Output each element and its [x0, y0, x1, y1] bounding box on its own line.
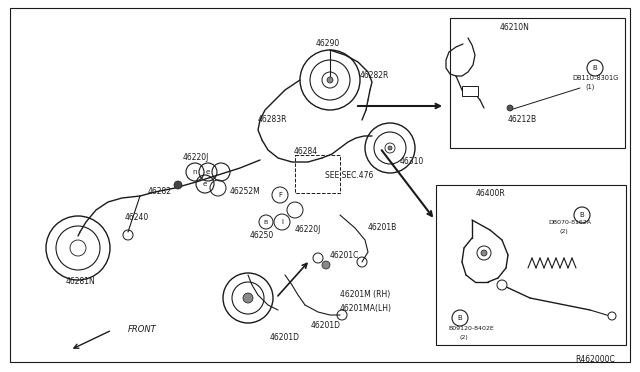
- Text: 46201M (RH): 46201M (RH): [340, 291, 390, 299]
- Bar: [295, 155, 340, 193]
- Text: I: I: [281, 219, 283, 225]
- Text: e: e: [203, 181, 207, 187]
- Text: R462000C: R462000C: [575, 356, 615, 365]
- Text: B: B: [593, 65, 597, 71]
- Text: SEE SEC.476: SEE SEC.476: [325, 170, 373, 180]
- Text: B: B: [458, 315, 462, 321]
- Text: B09120-8402E: B09120-8402E: [448, 326, 493, 330]
- Text: 46201B: 46201B: [368, 224, 397, 232]
- Text: (2): (2): [460, 334, 468, 340]
- Text: 46310: 46310: [400, 157, 424, 167]
- Circle shape: [574, 207, 590, 223]
- Text: FRONT: FRONT: [128, 326, 157, 334]
- Text: DB070-8162A: DB070-8162A: [548, 221, 591, 225]
- Text: DB110-8301G: DB110-8301G: [572, 75, 618, 81]
- Text: 46212B: 46212B: [508, 115, 537, 125]
- Circle shape: [243, 293, 253, 303]
- Circle shape: [608, 312, 616, 320]
- Text: 46290: 46290: [316, 38, 340, 48]
- Text: B: B: [580, 212, 584, 218]
- Circle shape: [587, 60, 603, 76]
- Text: e: e: [206, 169, 210, 175]
- Text: 46210N: 46210N: [500, 22, 530, 32]
- Text: F: F: [278, 192, 282, 198]
- Text: 46220J: 46220J: [183, 153, 209, 161]
- Text: 46252M: 46252M: [230, 187, 260, 196]
- Text: (1): (1): [585, 84, 595, 90]
- Circle shape: [507, 105, 513, 111]
- Text: 46220J: 46220J: [295, 225, 321, 234]
- Text: 46201C: 46201C: [330, 250, 360, 260]
- Text: 46284: 46284: [294, 148, 318, 157]
- Bar: [450, 18, 625, 148]
- Circle shape: [174, 181, 182, 189]
- Circle shape: [327, 77, 333, 83]
- Text: 46240: 46240: [125, 214, 149, 222]
- Circle shape: [388, 146, 392, 150]
- Text: 46282R: 46282R: [360, 71, 389, 80]
- Text: 46281N: 46281N: [65, 278, 95, 286]
- Text: 46250: 46250: [250, 231, 275, 240]
- Text: 46201MA(LH): 46201MA(LH): [340, 304, 392, 312]
- Text: (2): (2): [560, 230, 569, 234]
- Text: 46400R: 46400R: [476, 189, 506, 199]
- Text: n: n: [193, 169, 197, 175]
- Text: 46282: 46282: [148, 187, 172, 196]
- Circle shape: [481, 250, 487, 256]
- Bar: [436, 185, 626, 345]
- Text: 46201D: 46201D: [270, 334, 300, 343]
- Text: 46201D: 46201D: [311, 321, 341, 330]
- Text: 46283R: 46283R: [258, 115, 287, 125]
- Circle shape: [322, 261, 330, 269]
- Circle shape: [497, 280, 507, 290]
- Text: B: B: [264, 219, 268, 224]
- Bar: [462, 86, 478, 96]
- Circle shape: [452, 310, 468, 326]
